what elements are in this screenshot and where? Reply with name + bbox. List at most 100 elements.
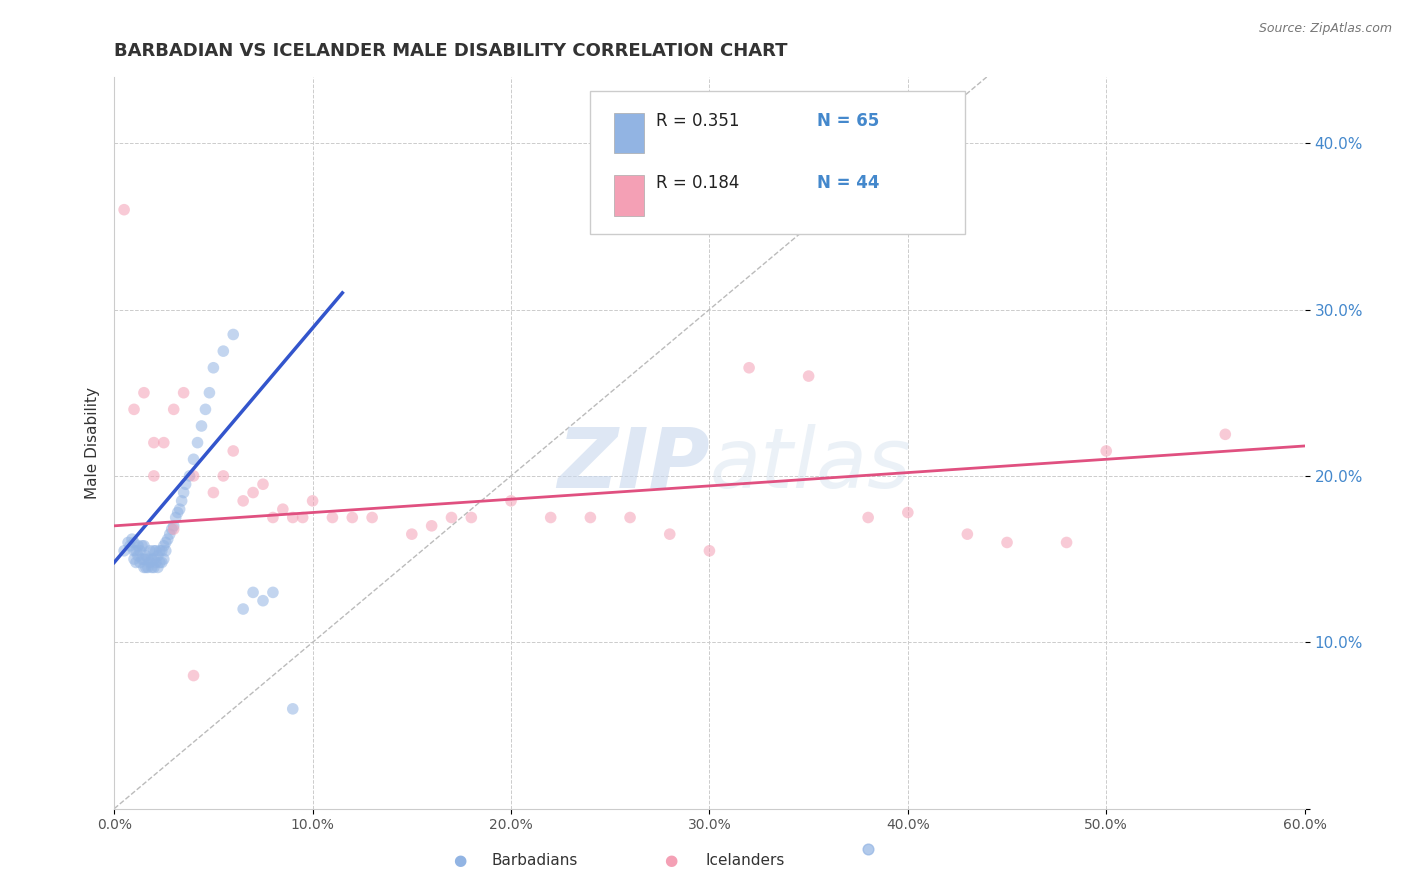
Point xyxy=(232,494,254,508)
Point xyxy=(222,327,245,342)
Point xyxy=(252,593,274,607)
Point xyxy=(699,543,721,558)
Point xyxy=(173,485,195,500)
Point xyxy=(127,549,149,563)
Point xyxy=(142,543,165,558)
Point xyxy=(132,539,155,553)
Point xyxy=(142,552,165,566)
Text: atlas: atlas xyxy=(710,424,911,505)
Point xyxy=(129,556,152,570)
Point xyxy=(212,469,235,483)
Text: Barbadians: Barbadians xyxy=(491,854,578,868)
Point xyxy=(125,543,148,558)
Point xyxy=(499,494,522,508)
Point xyxy=(129,543,152,558)
Point xyxy=(460,510,482,524)
Point xyxy=(401,527,423,541)
Point xyxy=(120,539,142,553)
Point xyxy=(262,585,284,599)
Point xyxy=(155,535,177,549)
Point xyxy=(166,506,188,520)
Point xyxy=(131,539,153,553)
Point xyxy=(995,535,1018,549)
Point xyxy=(190,419,212,434)
Point xyxy=(112,202,135,217)
Point xyxy=(897,506,920,520)
Point xyxy=(281,510,304,524)
Point xyxy=(738,360,761,375)
Text: ZIP: ZIP xyxy=(557,424,710,505)
Point xyxy=(142,469,165,483)
Point xyxy=(122,402,145,417)
Text: ●: ● xyxy=(664,854,678,868)
Point xyxy=(152,539,174,553)
Point xyxy=(420,518,443,533)
Point xyxy=(136,552,159,566)
Point xyxy=(658,527,681,541)
Point xyxy=(136,560,159,574)
Point xyxy=(150,543,173,558)
Point xyxy=(202,360,225,375)
Point xyxy=(797,369,820,384)
Point xyxy=(122,543,145,558)
Point xyxy=(132,385,155,400)
Point xyxy=(145,556,167,570)
Point xyxy=(540,510,562,524)
Point xyxy=(321,510,343,524)
Point xyxy=(252,477,274,491)
Point xyxy=(142,435,165,450)
Point xyxy=(135,560,157,574)
Text: R = 0.351: R = 0.351 xyxy=(655,112,740,129)
Point xyxy=(156,532,179,546)
Point xyxy=(135,549,157,563)
Point xyxy=(202,485,225,500)
Point xyxy=(117,535,139,549)
FancyBboxPatch shape xyxy=(614,176,644,216)
Point xyxy=(127,539,149,553)
Text: N = 65: N = 65 xyxy=(817,112,879,129)
Point xyxy=(956,527,979,541)
Point xyxy=(281,702,304,716)
Point xyxy=(232,602,254,616)
Text: R = 0.184: R = 0.184 xyxy=(655,174,740,192)
Point xyxy=(165,510,187,524)
Text: BARBADIAN VS ICELANDER MALE DISABILITY CORRELATION CHART: BARBADIAN VS ICELANDER MALE DISABILITY C… xyxy=(114,42,787,60)
Point xyxy=(160,522,183,536)
Point xyxy=(139,556,162,570)
Point xyxy=(145,543,167,558)
Point xyxy=(856,510,879,524)
Point xyxy=(271,502,294,516)
Point xyxy=(139,543,162,558)
Point xyxy=(155,543,177,558)
Point xyxy=(361,510,384,524)
Point xyxy=(174,477,197,491)
Point xyxy=(579,510,602,524)
Point xyxy=(152,435,174,450)
Point xyxy=(169,502,191,516)
Y-axis label: Male Disability: Male Disability xyxy=(86,386,100,499)
Point xyxy=(186,435,208,450)
Point xyxy=(194,402,217,417)
Point xyxy=(149,543,172,558)
Point xyxy=(125,556,148,570)
Point xyxy=(1056,535,1078,549)
Point xyxy=(163,402,186,417)
Point xyxy=(141,560,163,574)
Point xyxy=(198,385,221,400)
Point xyxy=(1095,444,1118,458)
Point xyxy=(141,552,163,566)
Point xyxy=(179,469,201,483)
Point xyxy=(183,668,205,682)
FancyBboxPatch shape xyxy=(614,113,644,153)
Point xyxy=(132,552,155,566)
Point xyxy=(146,549,169,563)
Point xyxy=(131,552,153,566)
Point xyxy=(163,522,186,536)
Point xyxy=(132,560,155,574)
Point xyxy=(122,535,145,549)
Text: Icelanders: Icelanders xyxy=(706,854,785,868)
Point xyxy=(112,543,135,558)
Point xyxy=(856,842,879,856)
Text: ●: ● xyxy=(453,854,467,868)
Point xyxy=(122,552,145,566)
